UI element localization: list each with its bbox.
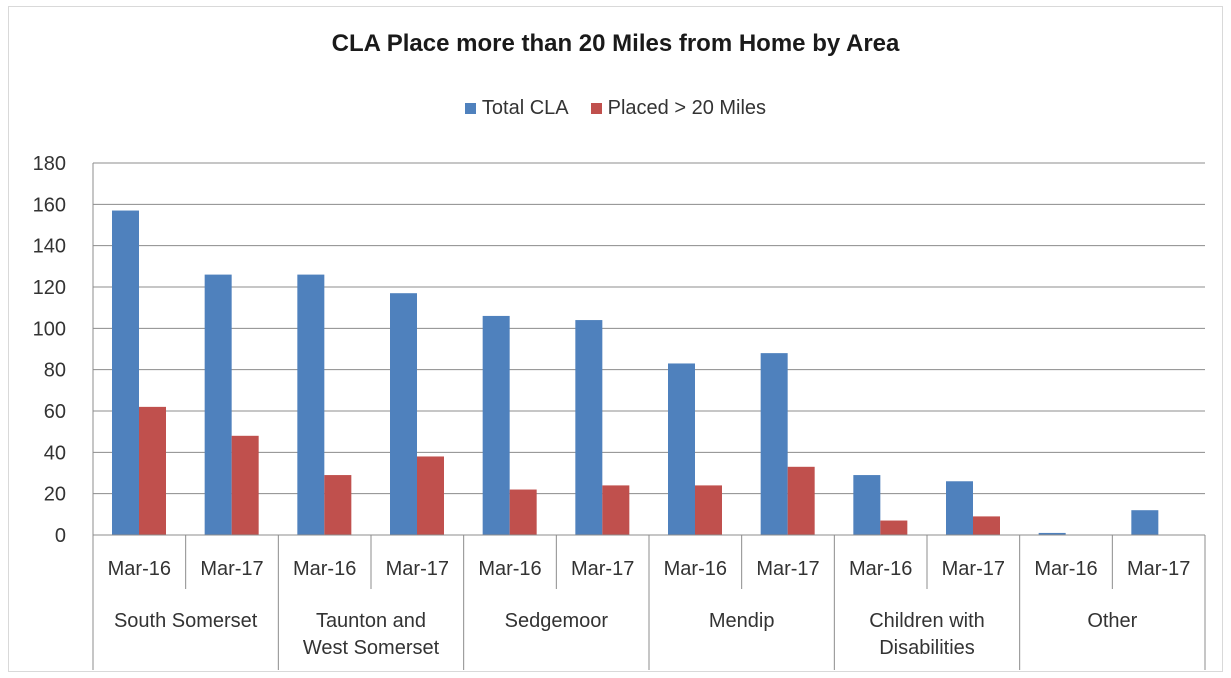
period-label: Mar-17 xyxy=(756,558,819,580)
group-label: West Somerset xyxy=(303,637,440,659)
group-label: Taunton and xyxy=(316,610,426,632)
period-label: Mar-17 xyxy=(200,558,263,580)
group-label: Other xyxy=(1087,610,1137,632)
bar-total-cla xyxy=(297,274,325,535)
y-tick-label: 160 xyxy=(33,194,66,216)
chart-title: CLA Place more than 20 Miles from Home b… xyxy=(331,30,900,57)
y-tick-label: 60 xyxy=(44,401,66,423)
y-tick-label: 140 xyxy=(33,236,66,258)
bar-total-cla xyxy=(1131,510,1159,535)
bar-placed-20-miles xyxy=(695,485,722,535)
y-tick-label: 20 xyxy=(44,484,66,506)
bar-total-cla xyxy=(390,293,417,535)
y-tick-label: 0 xyxy=(55,525,66,547)
y-tick-label: 180 xyxy=(33,153,66,175)
bar-total-cla xyxy=(853,475,881,535)
bar-total-cla xyxy=(482,315,510,535)
legend-label-total-cla: Total CLA xyxy=(481,97,569,119)
group-label: South Somerset xyxy=(114,610,258,632)
bar-placed-20-miles xyxy=(880,520,908,535)
bar-placed-20-miles xyxy=(417,456,444,535)
bar-total-cla xyxy=(1038,532,1066,535)
bar-placed-20-miles xyxy=(973,516,1000,535)
period-label: Mar-16 xyxy=(849,558,912,580)
period-label: Mar-16 xyxy=(293,558,356,580)
group-label: Disabilities xyxy=(879,637,975,659)
group-label: Sedgemoor xyxy=(505,610,609,632)
bar-placed-20-miles xyxy=(509,489,537,535)
bar-placed-20-miles xyxy=(231,435,259,535)
bar-total-cla xyxy=(668,363,695,535)
y-tick-label: 120 xyxy=(33,277,66,299)
y-tick-label: 40 xyxy=(44,442,66,464)
group-label: Children with xyxy=(869,610,985,632)
legend: Total CLA Placed > 20 Miles xyxy=(0,97,1231,120)
bar-placed-20-miles xyxy=(139,406,166,535)
bar-total-cla xyxy=(204,274,232,535)
bar-placed-20-miles xyxy=(602,485,630,535)
period-label: Mar-16 xyxy=(478,558,541,580)
period-label: Mar-16 xyxy=(664,558,727,580)
legend-swatch-total-cla xyxy=(464,103,476,114)
y-tick-label: 80 xyxy=(44,360,66,382)
period-label: Mar-17 xyxy=(571,558,634,580)
period-label: Mar-16 xyxy=(1034,558,1097,580)
bar-placed-20-miles xyxy=(324,475,352,535)
bar-total-cla xyxy=(112,210,139,536)
bar-total-cla xyxy=(760,353,788,535)
bar-placed-20-miles xyxy=(787,466,815,535)
bar-total-cla xyxy=(946,481,973,535)
period-label: Mar-17 xyxy=(942,558,1005,580)
period-label: Mar-17 xyxy=(386,558,449,580)
period-label: Mar-16 xyxy=(108,558,171,580)
bar-total-cla xyxy=(575,320,603,535)
legend-label-placed-20-miles: Placed > 20 Miles xyxy=(607,97,767,119)
legend-item-placed-20-miles: Placed > 20 Miles xyxy=(590,97,767,120)
legend-swatch-placed-20-miles xyxy=(590,103,602,114)
group-label: Mendip xyxy=(709,610,775,632)
y-tick-label: 100 xyxy=(33,318,66,340)
period-label: Mar-17 xyxy=(1127,558,1190,580)
legend-item-total-cla: Total CLA xyxy=(464,97,569,120)
